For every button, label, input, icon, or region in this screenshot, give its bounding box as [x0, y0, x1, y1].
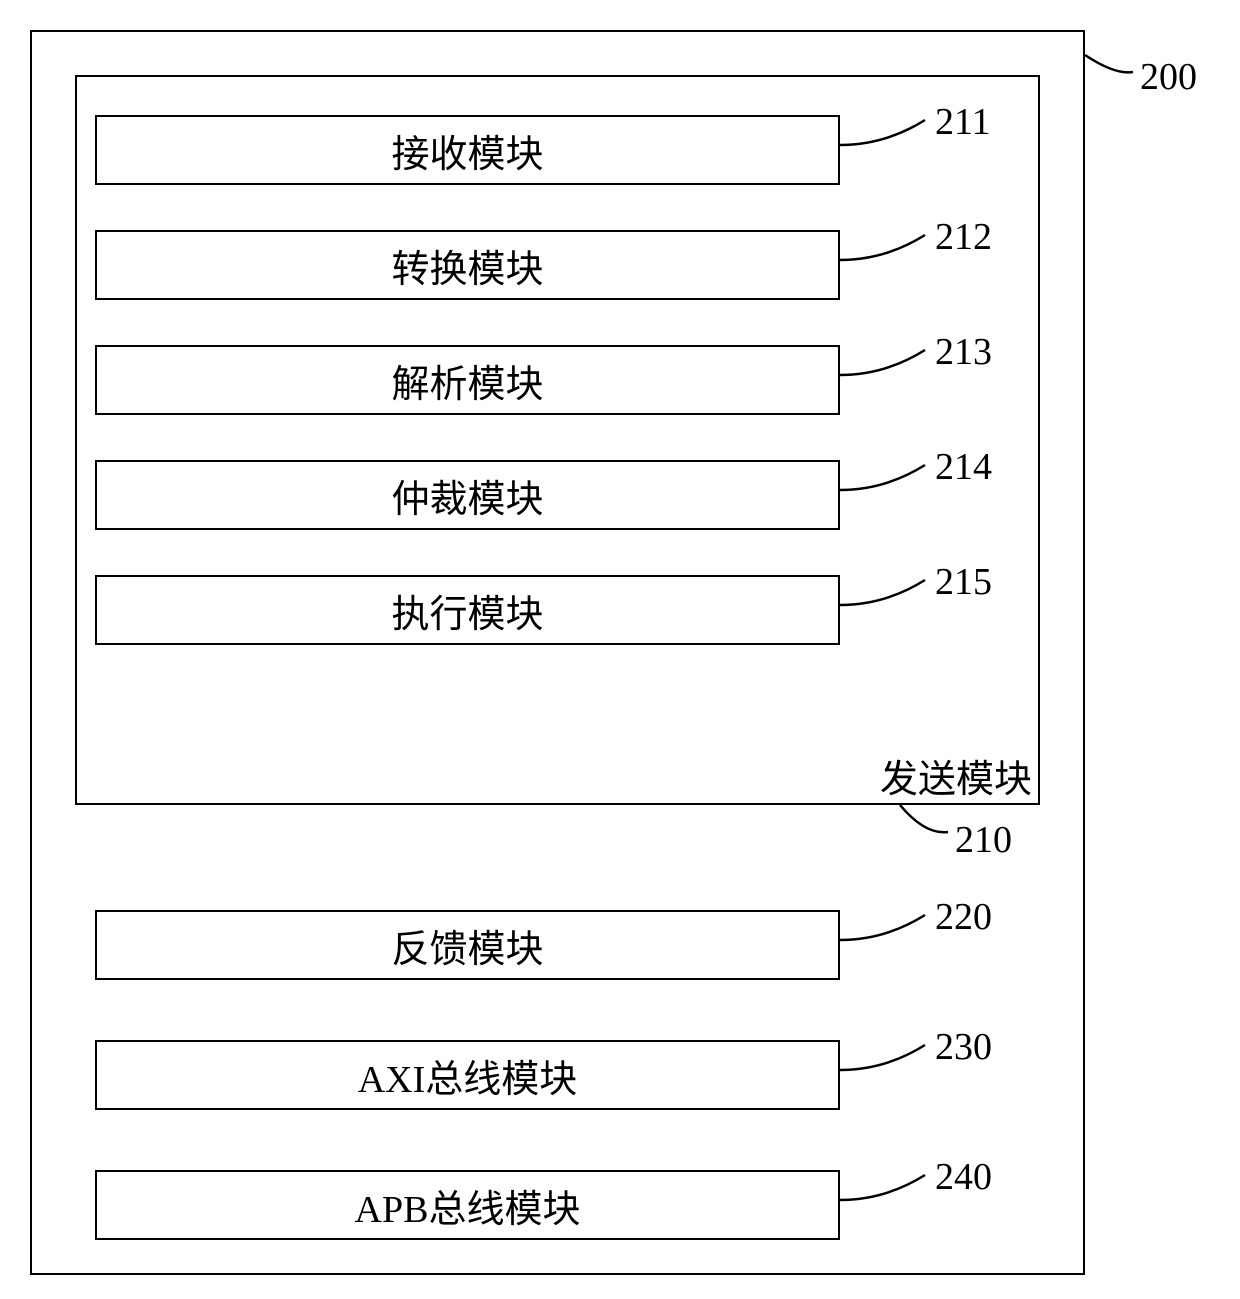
ref-214: 214 — [935, 445, 992, 489]
module-215: 执行模块 — [95, 575, 840, 645]
module-220-label: 反馈模块 — [391, 918, 543, 973]
ref-215: 215 — [935, 560, 992, 604]
send-module-label: 发送模块 — [880, 748, 1032, 803]
module-212-label: 转换模块 — [391, 238, 543, 293]
module-212: 转换模块 — [95, 230, 840, 300]
ref-220: 220 — [935, 895, 992, 939]
ref-211: 211 — [935, 100, 991, 144]
module-214: 仲裁模块 — [95, 460, 840, 530]
module-215-label: 执行模块 — [391, 583, 543, 638]
module-211-label: 接收模块 — [391, 123, 543, 178]
module-220: 反馈模块 — [95, 910, 840, 980]
module-240: APB总线模块 — [95, 1170, 840, 1240]
ref-230: 230 — [935, 1025, 992, 1069]
ref-213: 213 — [935, 330, 992, 374]
module-240-label: APB总线模块 — [355, 1178, 581, 1233]
module-211: 接收模块 — [95, 115, 840, 185]
module-214-label: 仲裁模块 — [391, 468, 543, 523]
module-213-label: 解析模块 — [391, 353, 543, 408]
ref-212: 212 — [935, 215, 992, 259]
module-230-label: AXI总线模块 — [358, 1048, 578, 1103]
module-213: 解析模块 — [95, 345, 840, 415]
ref-210: 210 — [955, 818, 1012, 862]
module-230: AXI总线模块 — [95, 1040, 840, 1110]
ref-240: 240 — [935, 1155, 992, 1199]
ref-200: 200 — [1140, 55, 1197, 99]
